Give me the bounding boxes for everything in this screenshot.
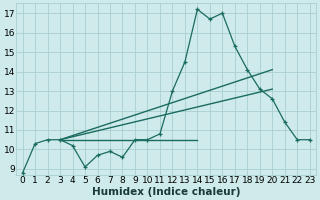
X-axis label: Humidex (Indice chaleur): Humidex (Indice chaleur) <box>92 187 240 197</box>
